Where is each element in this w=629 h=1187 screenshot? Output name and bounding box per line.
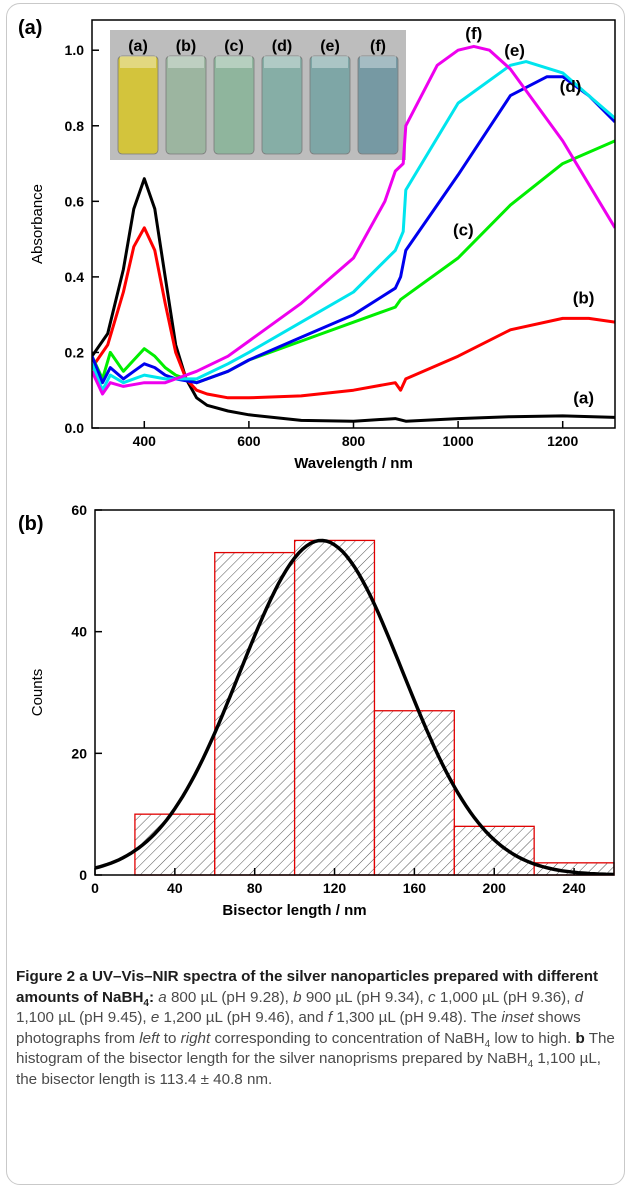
y-tick-label-b: 20: [71, 745, 87, 761]
caption-subscript-3: 4: [527, 1059, 534, 1071]
spectrum-line-f: [92, 44, 615, 396]
x-tick-label-b: 200: [483, 880, 507, 896]
caption-text-a: 800 µL (pH 9.28),: [166, 988, 289, 1006]
x-tick-label-a: 1200: [547, 433, 578, 449]
caption-text-histogram: The histogram of the bisector length for…: [16, 1029, 615, 1068]
x-tick-label-a: 1000: [443, 433, 474, 449]
caption-text-end: 1,100 µL, the bisector length is 113.4 ±…: [16, 1050, 601, 1088]
y-tick-label-b: 60: [71, 502, 87, 518]
caption-text-d: 1,100 µL (pH 9.45),: [16, 1009, 147, 1027]
caption-text-e: 1,200 µL (pH 9.46), and: [159, 1009, 324, 1027]
x-tick-label-a: 400: [133, 433, 157, 449]
y-tick-label-a: 0.2: [65, 344, 85, 360]
inset-vial-label: (b): [176, 38, 196, 55]
panel-a-label: (a): [18, 17, 42, 39]
absorbance-spectra-chart: (a) (a) (b) (c) (d) (e) (f) (a) (b) (c) (d) (e) (f) 4…: [18, 17, 616, 472]
x-axis-label-b: Bisector length / nm: [222, 902, 366, 919]
inset-vial: [213, 55, 255, 155]
histogram-bar: [293, 539, 376, 876]
spectrum-line-b: [92, 226, 615, 400]
y-tick-label-b: 40: [71, 624, 87, 640]
histogram-bar: [134, 813, 216, 876]
histogram-bar: [373, 710, 455, 876]
y-tick-label-a: 0.4: [65, 269, 85, 285]
caption-label-b: b: [293, 988, 302, 1006]
spectrum-label-a: (a): [573, 388, 594, 407]
inset-vial-label: (e): [320, 38, 340, 55]
spectrum-label-d: (d): [560, 77, 582, 96]
caption-label-f: f: [327, 1009, 333, 1027]
x-tick-label-b: 0: [91, 880, 99, 896]
spectrum-label-e: (e): [504, 41, 525, 60]
inset-vial: [309, 55, 351, 155]
caption-label-c: c: [428, 988, 436, 1006]
inset-vial-label: (d): [272, 38, 292, 55]
axes-frame-b: [94, 509, 615, 876]
y-tick-label-b: 0: [79, 867, 87, 883]
inset-vial: [357, 55, 399, 155]
inset-vial-label: (a): [128, 38, 148, 55]
x-tick-label-b: 40: [167, 880, 183, 896]
spectrum-label-b: (b): [573, 288, 595, 307]
caption-label-d: d: [574, 988, 584, 1006]
figure-caption: Figure 2 a UV–Vis–NIR spectra of the sil…: [16, 967, 616, 1091]
inset-vial-cap: [264, 56, 300, 68]
panel-b-label: (b): [18, 513, 44, 535]
x-tick-label-b: 80: [247, 880, 263, 896]
caption-text-to: to: [159, 1029, 177, 1047]
caption-text-b: 900 µL (pH 9.34),: [301, 988, 424, 1006]
caption-text-inset: shows photographs from: [16, 1009, 581, 1047]
y-tick-label-a: 0.6: [65, 193, 85, 209]
y-axis-label-b: Counts: [29, 669, 46, 717]
inset-vial: [165, 55, 207, 155]
y-axis-label-a: Absorbance: [29, 184, 46, 264]
caption-inset-word: inset: [501, 1009, 534, 1027]
spectrum-line-a: [92, 177, 615, 423]
caption-label-a: a: [158, 988, 167, 1006]
inset-vial-cap: [120, 56, 156, 68]
x-tick-label-a: 600: [237, 433, 261, 449]
inset-vial-cap: [168, 56, 204, 68]
caption-title: Figure 2 a UV–Vis–NIR spectra of the sil…: [16, 968, 599, 1009]
y-tick-label-a: 0.0: [65, 420, 85, 436]
spectrum-line-c: [92, 139, 615, 385]
histogram-bar: [453, 825, 535, 876]
spectra-series-group: [92, 44, 615, 423]
caption-text-c: 1,000 µL (pH 9.36),: [435, 988, 571, 1006]
caption-title-subscript: 4: [143, 997, 149, 1009]
caption-label-e: e: [150, 1009, 160, 1027]
y-tick-label-a: 0.8: [65, 118, 85, 134]
caption-left-word: left: [139, 1029, 160, 1047]
caption-title-text: Figure 2 a UV–Vis–NIR spectra of the sil…: [16, 968, 599, 1006]
histogram-bar: [214, 551, 296, 876]
spectrum-label-c: (c): [453, 220, 474, 239]
caption-text-f: 1,300 µL (pH 9.48). The: [332, 1009, 498, 1027]
spectrum-label-f: (f): [465, 24, 482, 43]
inset-vial-cap: [312, 56, 348, 68]
inset-vial-cap: [360, 56, 396, 68]
inset-vial: [117, 55, 159, 155]
spectrum-line-e: [92, 60, 615, 392]
inset-vial: [261, 55, 303, 155]
y-tick-label-a: 1.0: [65, 42, 85, 58]
caption-text-corresponding: corresponding to concentration of NaBH: [210, 1029, 485, 1047]
inset-vial-cap: [216, 56, 252, 68]
caption-subscript-2: 4: [484, 1038, 491, 1050]
spectrum-line-d: [92, 75, 615, 385]
x-tick-label-a: 800: [342, 433, 366, 449]
x-tick-label-b: 160: [403, 880, 427, 896]
x-tick-label-b: 120: [323, 880, 347, 896]
caption-right-word: right: [180, 1029, 211, 1047]
inset-vial-label: (f): [370, 38, 386, 55]
caption-panel-b-label: b: [575, 1029, 585, 1047]
inset-photo-background: [110, 30, 406, 160]
caption-title-colon: :: [148, 988, 155, 1006]
x-tick-label-b: 240: [562, 880, 586, 896]
gaussian-fit-curve: [95, 538, 614, 875]
x-axis-label-a: Wavelength / nm: [294, 455, 413, 472]
caption-text-low-high: low to high.: [490, 1029, 572, 1047]
bisector-histogram-chart: (b) 0 40 80 120 160 200 240 0 20 40 60 Bisector leng…: [18, 502, 615, 919]
inset-vial-label: (c): [224, 38, 244, 55]
